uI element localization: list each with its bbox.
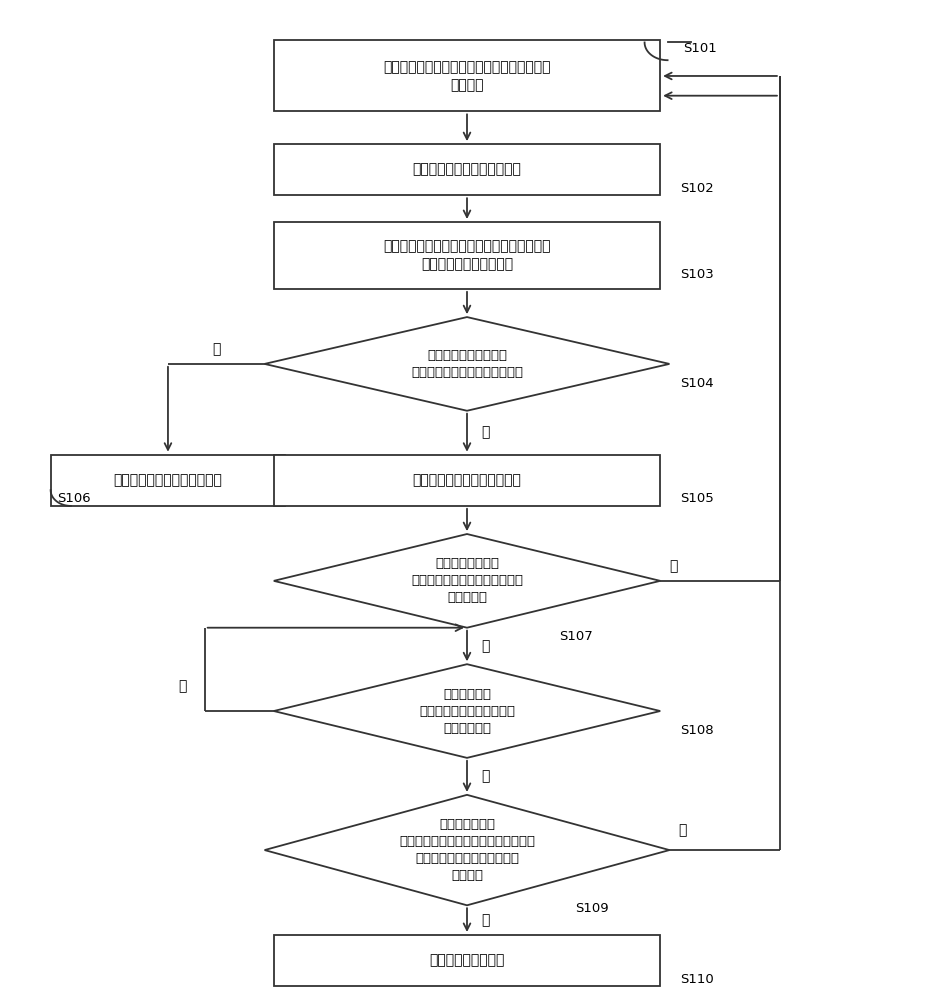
Text: 根据所检测到的外界环境大气压，确定当前车
速等级对应的第一真空度: 根据所检测到的外界环境大气压，确定当前车 速等级对应的第一真空度	[383, 239, 551, 272]
Text: 否: 否	[481, 639, 489, 653]
Text: S108: S108	[681, 724, 715, 737]
Text: 控制电子真空泵保持启动状态: 控制电子真空泵保持启动状态	[413, 473, 521, 487]
FancyBboxPatch shape	[274, 144, 660, 195]
Text: 在真空泵为启动状
态时，检测是否接收到制动踏板
发出的信号: 在真空泵为启动状 态时，检测是否接收到制动踏板 发出的信号	[411, 557, 523, 604]
Text: S103: S103	[681, 268, 715, 281]
Text: 关闭所述电子真空泵: 关闭所述电子真空泵	[430, 954, 504, 968]
Text: 控制电子真空泵保持关闭状态: 控制电子真空泵保持关闭状态	[114, 473, 222, 487]
Text: S109: S109	[574, 902, 608, 915]
Text: 是: 是	[679, 823, 687, 837]
FancyBboxPatch shape	[50, 455, 285, 506]
Text: S107: S107	[559, 630, 593, 643]
Text: S102: S102	[681, 182, 715, 195]
Text: S110: S110	[681, 973, 715, 986]
Text: 否: 否	[481, 426, 489, 440]
Text: 检测所述电子
真空泵的工作时间是否超过
预设第一阈值: 检测所述电子 真空泵的工作时间是否超过 预设第一阈值	[419, 688, 515, 735]
Text: 是: 是	[670, 559, 678, 573]
Text: 判断当前真空管路中的
真空度是否达到所述第一真空度: 判断当前真空管路中的 真空度是否达到所述第一真空度	[411, 349, 523, 379]
Text: 实时检测车速、真空管路中的真空度和外界环
境大气压: 实时检测车速、真空管路中的真空度和外界环 境大气压	[383, 60, 551, 92]
Text: S104: S104	[681, 377, 715, 390]
Text: S106: S106	[58, 492, 92, 505]
FancyBboxPatch shape	[274, 222, 660, 289]
FancyBboxPatch shape	[274, 935, 660, 986]
Text: 否: 否	[178, 679, 187, 693]
Polygon shape	[274, 664, 660, 758]
Text: 确定发生故障，
向仪表发送故障信号，并继续检测真空
管路中的真空度在预设时间内
是否增加: 确定发生故障， 向仪表发送故障信号，并继续检测真空 管路中的真空度在预设时间内 …	[399, 818, 535, 882]
Polygon shape	[274, 534, 660, 628]
Text: 否: 否	[481, 913, 489, 927]
Polygon shape	[264, 795, 670, 905]
FancyBboxPatch shape	[274, 40, 660, 111]
Text: 确定当前车速所在的车速等级: 确定当前车速所在的车速等级	[413, 163, 521, 177]
Text: S101: S101	[684, 42, 717, 55]
Polygon shape	[264, 317, 670, 411]
Text: S105: S105	[681, 492, 715, 505]
Text: 是: 是	[481, 769, 489, 783]
FancyBboxPatch shape	[274, 455, 660, 506]
Text: 是: 是	[212, 342, 220, 356]
